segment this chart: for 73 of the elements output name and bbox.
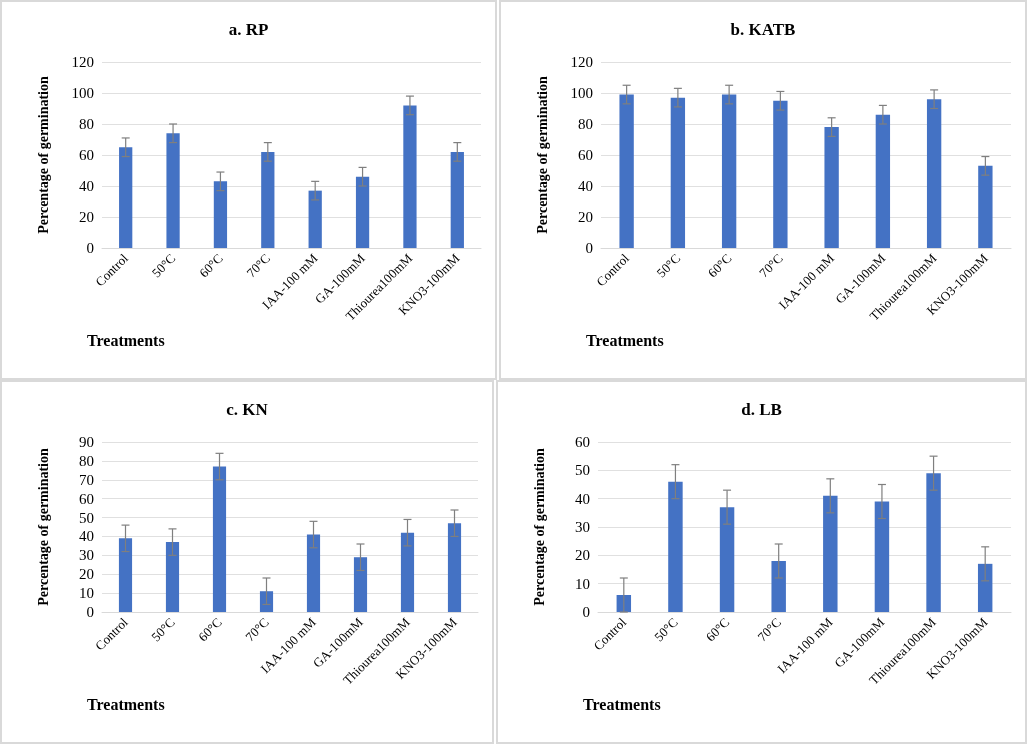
x-axis-title: Treatments [87,695,165,713]
x-axis-title: Treatments [586,331,664,349]
y-tick-label: 60 [79,490,94,507]
y-tick-label: 40 [79,528,94,545]
y-tick-label: 20 [79,209,94,225]
y-axis-title: Percentage of germination [35,448,51,606]
chart-title: c. KN [226,400,269,419]
bar [165,542,180,612]
y-tick-label: 60 [575,434,590,450]
bar [447,523,462,612]
y-tick-label: 80 [578,116,593,132]
y-tick-label: 0 [86,240,94,256]
bar [721,94,737,248]
y-tick-label: 10 [79,585,94,602]
x-axis-title: Treatments [583,695,661,713]
y-tick-label: 30 [575,519,590,535]
bar [670,97,686,248]
bar [977,563,993,612]
y-tick-label: 40 [578,178,593,194]
y-tick-label: 0 [86,604,94,620]
bar [926,99,942,248]
chart-title: b. KATB [730,20,796,39]
bar [719,507,735,612]
y-tick-label: 0 [585,240,593,256]
bar [668,481,683,612]
y-tick-label: 100 [71,85,94,101]
bar [306,534,321,612]
bar [875,114,891,248]
bar [874,501,890,612]
y-tick-label: 80 [79,116,94,132]
bar [355,176,370,248]
bar [403,105,417,248]
bar [308,190,322,248]
y-axis-title: Percentage of germination [531,448,547,606]
y-tick-label: 60 [79,147,94,163]
bar [824,127,839,248]
y-tick-label: 50 [79,509,94,526]
y-tick-label: 70 [79,471,94,488]
bar [261,151,275,248]
y-tick-label: 10 [575,575,590,592]
bar [400,532,415,612]
bar [166,133,180,248]
bar [118,538,133,612]
y-tick-label: 40 [79,178,94,194]
bar [823,495,838,612]
bar [212,466,227,612]
y-tick-label: 40 [575,490,590,507]
chart-title: a. RP [228,20,269,39]
y-tick-label: 120 [71,54,94,70]
y-axis-title: Percentage of germination [534,76,550,234]
y-tick-label: 20 [578,209,593,225]
bar [773,100,788,248]
y-tick-label: 60 [578,147,593,163]
y-axis-title: Percentage of germination [35,76,51,234]
y-tick-label: 20 [575,547,590,564]
y-tick-label: 80 [79,452,94,469]
bar [978,165,993,248]
chart-title: d. LB [741,400,782,419]
bar [353,557,368,612]
y-tick-label: 30 [79,547,94,564]
x-axis-title: Treatments [87,331,165,349]
bar [771,561,786,612]
y-tick-label: 20 [79,566,94,583]
bar [119,147,133,248]
bar [450,151,464,248]
bar [213,181,228,248]
y-tick-label: 50 [575,462,590,479]
bar [926,473,941,612]
y-tick-label: 100 [570,85,593,101]
y-tick-label: 0 [582,604,590,620]
y-tick-label: 90 [79,434,94,450]
y-tick-label: 120 [570,54,593,70]
bar [619,94,634,248]
